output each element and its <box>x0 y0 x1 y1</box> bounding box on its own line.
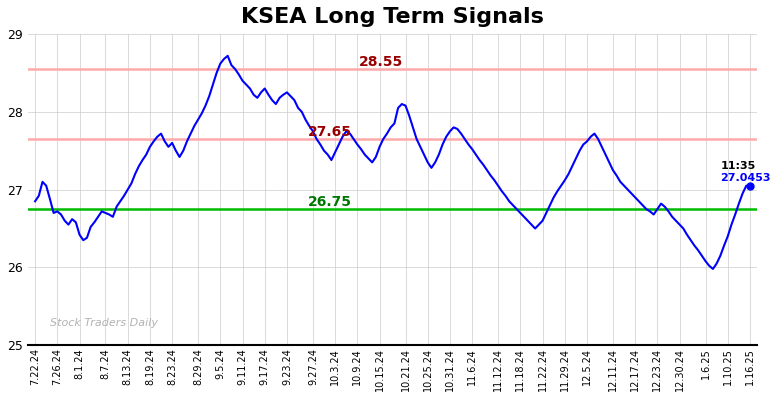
Text: 27.0453: 27.0453 <box>720 174 771 183</box>
Text: Stock Traders Daily: Stock Traders Daily <box>49 318 158 328</box>
Text: 28.55: 28.55 <box>358 55 403 69</box>
Text: 27.65: 27.65 <box>308 125 352 139</box>
Text: 26.75: 26.75 <box>308 195 352 209</box>
Text: 11:35: 11:35 <box>720 161 756 171</box>
Title: KSEA Long Term Signals: KSEA Long Term Signals <box>241 7 544 27</box>
